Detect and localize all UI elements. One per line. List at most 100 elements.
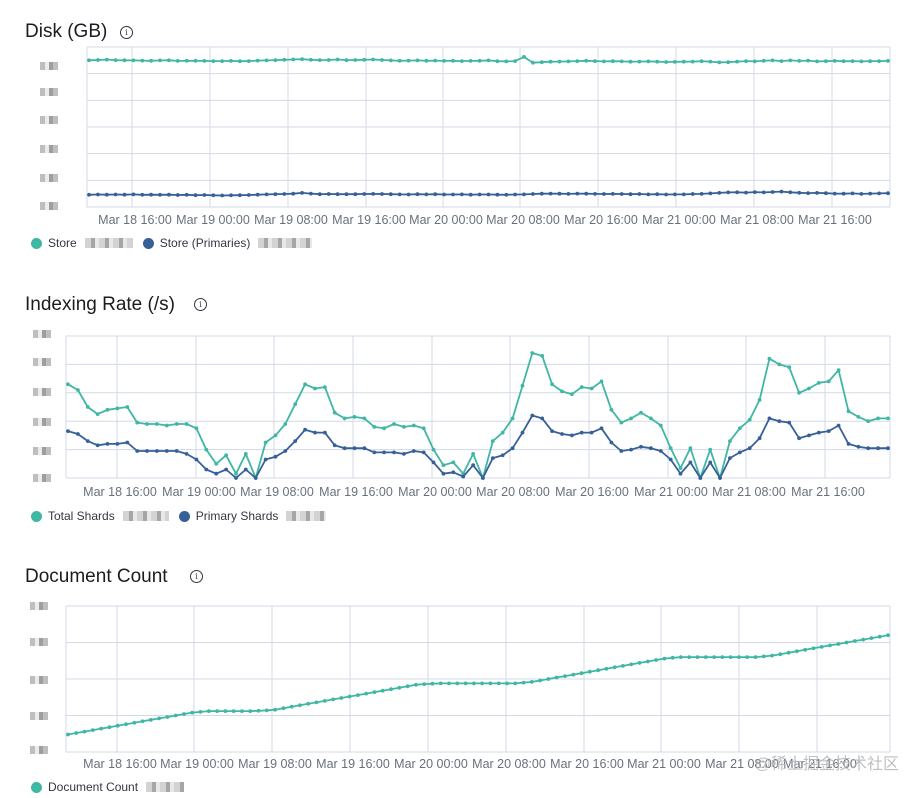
data-point (816, 430, 821, 435)
data-point (273, 433, 278, 438)
data-point (211, 193, 216, 198)
disk-legend: Store Store (Primaries) (31, 236, 322, 250)
data-point (480, 681, 484, 686)
info-icon[interactable]: i (190, 570, 203, 583)
data-point (231, 709, 236, 713)
data-point (392, 450, 396, 455)
data-point (563, 674, 567, 678)
legend-item-store[interactable]: Store (31, 236, 133, 250)
data-point (264, 192, 269, 197)
data-point (654, 658, 658, 662)
data-point (202, 59, 207, 63)
data-point (637, 661, 642, 665)
data-point (463, 681, 468, 686)
data-point (557, 191, 562, 196)
data-point (405, 684, 410, 689)
data-point (770, 653, 774, 658)
y-tick-mask (30, 676, 48, 684)
data-point (422, 682, 427, 686)
info-icon[interactable]: i (120, 26, 133, 39)
data-point (95, 443, 100, 448)
legend-swatch-total-shards (31, 510, 42, 522)
data-point (105, 442, 110, 446)
data-point (193, 193, 198, 198)
x-tick-label: Mar 21 00:00 (627, 757, 701, 771)
data-point (382, 450, 386, 455)
data-point (778, 652, 783, 657)
data-point (353, 192, 358, 197)
data-point (828, 643, 832, 648)
data-point (836, 368, 841, 372)
data-point (490, 439, 495, 443)
data-point (352, 446, 357, 451)
data-point (87, 192, 91, 197)
data-point (184, 192, 189, 197)
data-point (352, 415, 357, 419)
data-point (744, 59, 748, 63)
data-point (264, 708, 269, 713)
data-point (135, 420, 140, 425)
x-tick-label: Mar 20 08:00 (476, 485, 550, 499)
data-point (510, 446, 515, 451)
data-point (392, 422, 396, 426)
y-tick-mask (33, 418, 51, 426)
data-point (566, 59, 571, 64)
data-point (198, 710, 203, 714)
data-point (155, 449, 159, 453)
data-point (752, 59, 757, 64)
data-point (520, 383, 525, 388)
data-point (529, 680, 534, 684)
data-point (490, 456, 495, 460)
legend-value-mask (122, 511, 169, 521)
data-point (747, 417, 752, 422)
data-point (619, 59, 624, 64)
data-point (599, 426, 604, 431)
data-point (317, 58, 322, 62)
data-point (779, 189, 784, 194)
legend-item-primary-shards[interactable]: Primary Shards (178, 509, 327, 523)
data-point (149, 58, 154, 63)
data-point (309, 57, 313, 62)
legend-label-store: Store (48, 236, 77, 250)
x-tick-label: Mar 21 16:00 (798, 213, 872, 227)
data-point (167, 58, 171, 63)
x-tick-label: Mar 19 16:00 (316, 757, 390, 771)
data-point (646, 192, 651, 197)
data-point (87, 58, 91, 63)
disk-panel: Disk (GB) i Mar 18 16:00 Mar 19 00:00 Mar … (0, 0, 919, 265)
legend-item-total-shards[interactable]: Total Shards (31, 509, 169, 523)
data-point (513, 59, 517, 63)
data-point (717, 191, 722, 195)
data-point (455, 681, 460, 686)
data-point (649, 416, 653, 421)
data-point (662, 656, 667, 661)
data-point (886, 633, 890, 638)
data-point (708, 447, 713, 452)
x-tick-label: Mar 20 16:00 (555, 485, 629, 499)
data-point (695, 655, 700, 659)
data-point (273, 58, 278, 62)
docs-legend: Document Count (31, 780, 194, 794)
data-point (220, 59, 225, 63)
data-point (584, 191, 589, 196)
legend-item-document-count[interactable]: Document Count (31, 780, 185, 794)
data-point (371, 57, 375, 62)
data-point (655, 59, 660, 64)
data-point (788, 190, 793, 195)
data-point (99, 726, 103, 731)
legend-item-store-primaries[interactable]: Store (Primaries) (142, 236, 313, 250)
data-point (658, 423, 663, 428)
data-point (540, 416, 545, 421)
data-point (486, 192, 491, 197)
data-point (125, 440, 130, 445)
data-point (637, 192, 642, 196)
data-point (500, 453, 505, 458)
data-point (124, 722, 128, 727)
y-tick-mask (30, 602, 48, 610)
data-point (411, 449, 416, 453)
data-point (496, 681, 501, 686)
data-point (451, 192, 455, 197)
data-point (74, 731, 79, 735)
info-icon[interactable]: i (194, 298, 207, 311)
